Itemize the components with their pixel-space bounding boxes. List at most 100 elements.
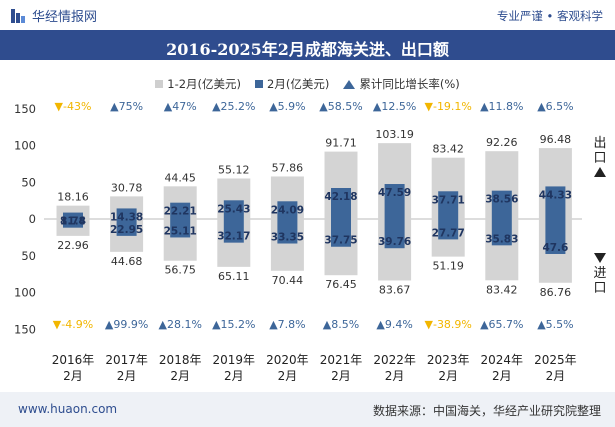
- data-label-monthly-export: 38.56: [485, 194, 518, 206]
- footer-url[interactable]: www.huaon.com: [18, 402, 118, 416]
- growth-label-export: ▲47%: [164, 100, 197, 113]
- data-label-cumulative-import: 83.67: [379, 283, 411, 296]
- x-tick-label: 2016年: [52, 353, 95, 367]
- data-label-monthly-export: 8.74: [60, 216, 86, 228]
- bar-monthly-import: [491, 219, 512, 246]
- data-label-cumulative-import: 86.76: [540, 286, 572, 299]
- data-label-cumulative-export: 57.86: [272, 161, 304, 174]
- bar-monthly-export: [170, 202, 191, 219]
- data-label-monthly-export: 25.43: [217, 203, 250, 215]
- x-tick-label: 2月: [170, 369, 190, 383]
- y-tick-label: 0: [29, 212, 36, 226]
- growth-label-export: ▼-43%: [55, 100, 92, 113]
- data-label-monthly-export: 47.59: [378, 187, 411, 199]
- growth-label-import: ▼-38.9%: [425, 318, 472, 331]
- side-label-import: 进: [593, 266, 606, 281]
- growth-label-export: ▲58.5%: [319, 100, 362, 113]
- bar-monthly-import: [63, 219, 83, 228]
- legend-item-growth: 累计同比增长率(%): [343, 75, 460, 93]
- x-tick-label: 2025年: [534, 353, 577, 367]
- legend-label-growth: 累计同比增长率(%): [359, 77, 460, 91]
- data-label-cumulative-export: 18.16: [57, 191, 89, 204]
- growth-label-export: ▼-19.1%: [425, 100, 472, 113]
- data-label-monthly-export: 37.71: [432, 194, 465, 206]
- bar-monthly-export: [491, 190, 512, 219]
- growth-label-export: ▲5.9%: [269, 100, 305, 113]
- x-tick-label: 2月: [117, 369, 137, 383]
- bar-monthly-export: [384, 184, 405, 219]
- y-tick-label: 100: [14, 286, 36, 300]
- data-label-monthly-import: 27.77: [432, 227, 465, 239]
- bar-monthly-import: [331, 219, 351, 247]
- x-tick-label: 2022年: [373, 353, 416, 367]
- bar-monthly-import: [223, 219, 244, 243]
- x-tick-label: 2月: [278, 369, 298, 383]
- data-label-monthly-import: 47.6: [542, 242, 568, 254]
- y-tick-label: 50: [21, 175, 36, 189]
- bar-monthly-export: [331, 187, 351, 219]
- y-tick-label: 150: [14, 102, 36, 116]
- bar-monthly-export: [545, 186, 566, 219]
- data-label-cumulative-import: 22.96: [57, 239, 89, 252]
- x-tick-label: 2024年: [481, 353, 524, 367]
- x-tick-label: 2月: [331, 369, 351, 383]
- legend-label-cumulative: 1-2月(亿美元): [167, 77, 242, 91]
- legend-swatch-cumulative: [155, 80, 164, 88]
- x-tick-label: 2017年: [105, 353, 148, 367]
- growth-label-import: ▲7.8%: [269, 318, 305, 331]
- growth-label-import: ▲65.7%: [480, 318, 523, 331]
- x-tick-label: 2021年: [320, 353, 363, 367]
- data-label-monthly-export: 44.33: [539, 189, 572, 201]
- data-label-cumulative-export: 44.45: [164, 171, 196, 184]
- x-tick-label: 2月: [224, 369, 244, 383]
- data-label-monthly-import: 11.8: [60, 216, 86, 228]
- data-label-monthly-export: 42.18: [324, 191, 357, 203]
- bar-monthly-export: [277, 201, 298, 219]
- brand-logo-icon: [11, 8, 25, 23]
- growth-label-import: ▼-4.9%: [53, 318, 93, 331]
- growth-label-export: ▲12.5%: [373, 100, 416, 113]
- bar-monthly-export: [438, 191, 459, 219]
- side-label-export: 出: [593, 136, 606, 151]
- x-tick-label: 2020年: [266, 353, 309, 367]
- data-label-monthly-import: 37.75: [324, 235, 357, 247]
- data-label-cumulative-export: 96.48: [540, 133, 572, 146]
- x-tick-label: 2018年: [159, 353, 202, 367]
- x-tick-label: 2月: [546, 369, 566, 383]
- data-label-monthly-import: 32.17: [217, 231, 250, 243]
- chart-title: 2016-2025年2月成都海关进、出口额: [166, 40, 449, 59]
- x-tick-label: 2月: [492, 369, 512, 383]
- data-label-monthly-export: 22.21: [164, 206, 197, 218]
- data-label-monthly-import: 35.83: [485, 233, 518, 245]
- bar-monthly-import: [384, 219, 405, 249]
- brand-name: 华经情报网: [32, 10, 98, 25]
- bar-monthly-import: [277, 219, 298, 244]
- x-tick-label: 2月: [63, 369, 83, 383]
- y-tick-label: 150: [14, 322, 36, 336]
- growth-label-import: ▲5.5%: [537, 318, 573, 331]
- growth-label-import: ▲28.1%: [158, 318, 201, 331]
- footer-source: 数据来源：中国海关，华经产业研究院整理: [372, 404, 601, 418]
- brand[interactable]: 华经情报网: [10, 6, 97, 25]
- growth-label-export: ▲11.8%: [480, 100, 523, 113]
- bar-monthly-import: [116, 219, 137, 236]
- bar-monthly-import: [170, 219, 191, 238]
- legend: 1-2月(亿美元) 2月(亿美元) 累计同比增长率(%): [0, 75, 615, 93]
- data-label-cumulative-export: 83.42: [432, 143, 464, 156]
- data-label-monthly-import: 22.95: [110, 224, 143, 236]
- data-label-monthly-export: 24.09: [271, 204, 304, 216]
- growth-label-import: ▲9.4%: [376, 318, 412, 331]
- data-label-cumulative-export: 30.78: [111, 181, 143, 194]
- x-tick-label: 2019年: [213, 353, 256, 367]
- growth-label-import: ▲99.9%: [105, 318, 148, 331]
- growth-label-import: ▲15.2%: [212, 318, 255, 331]
- bar-monthly-import: [545, 219, 566, 254]
- side-label-export: 口: [593, 151, 606, 166]
- data-label-cumulative-import: 51.19: [432, 260, 464, 273]
- title-bar: [0, 30, 615, 60]
- data-label-monthly-import: 33.35: [271, 232, 304, 244]
- x-tick-label: 2月: [438, 369, 458, 383]
- data-label-cumulative-export: 55.12: [218, 163, 250, 176]
- data-label-cumulative-import: 65.11: [218, 270, 250, 283]
- legend-item-monthly: 2月(亿美元): [255, 75, 329, 93]
